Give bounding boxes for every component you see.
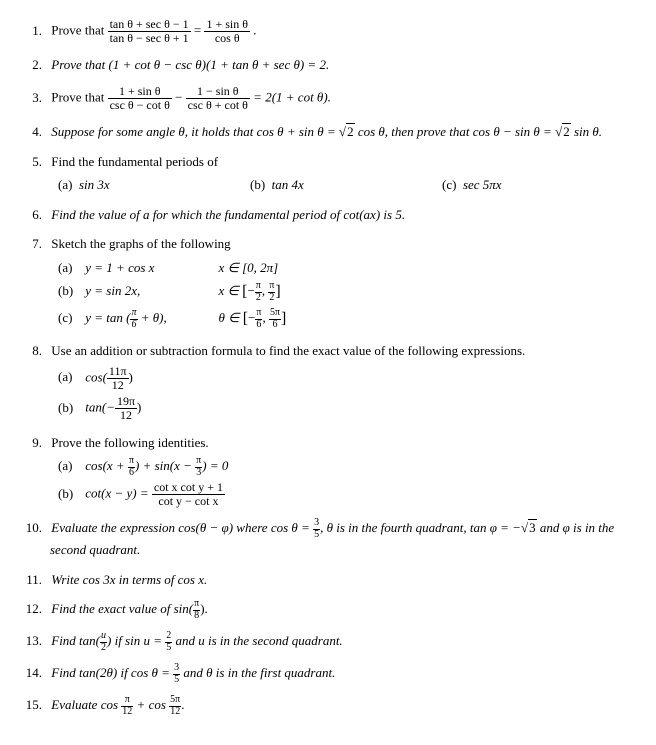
lead: Sketch the graphs of the following bbox=[51, 236, 230, 251]
minus: − bbox=[175, 90, 182, 105]
prefix: Prove that bbox=[51, 23, 104, 38]
num: 5. bbox=[22, 152, 42, 172]
frac2: 1 − sin θ csc θ + cot θ bbox=[186, 85, 250, 112]
num: 6. bbox=[22, 205, 42, 225]
rhs-frac: 1 + sin θ cos θ bbox=[204, 18, 250, 45]
problem-9: 9. Prove the following identities. (a) c… bbox=[22, 433, 634, 509]
prefix: Prove that bbox=[51, 90, 104, 105]
problem-1: 1. Prove that tan θ + sec θ − 1 tan θ − … bbox=[22, 18, 634, 45]
text: Write cos 3x in terms of cos x. bbox=[51, 572, 207, 587]
problem-4: 4. Suppose for some angle θ, it holds th… bbox=[22, 122, 634, 142]
problem-13: 13. Find tan(u2) if sin u = 25 and u is … bbox=[22, 631, 634, 653]
part-a: (a) y = 1 + cos x x ∈ [0, 2π] bbox=[58, 258, 634, 278]
problem-10: 10. Evaluate the expression cos(θ − φ) w… bbox=[22, 518, 634, 560]
line2: second quadrant. bbox=[50, 540, 634, 560]
problem-12: 12. Find the exact value of sin(π8). bbox=[22, 599, 634, 621]
arg1: π12 bbox=[121, 695, 133, 717]
hi: 5π6 bbox=[269, 308, 281, 330]
num: 11. bbox=[22, 570, 42, 590]
problem-3: 3. Prove that 1 + sin θ csc θ − cot θ − … bbox=[22, 85, 634, 112]
rhs-frac: cot x cot y + 1cot y − cot x bbox=[152, 481, 225, 508]
num: 7. bbox=[22, 234, 42, 254]
arg2: 5π12 bbox=[169, 695, 181, 717]
period: . bbox=[253, 23, 256, 38]
num: 3. bbox=[22, 88, 42, 108]
arg: 19π12 bbox=[115, 395, 137, 422]
problem-8: 8. Use an addition or subtraction formul… bbox=[22, 341, 634, 422]
part-b: (b) tan 4x bbox=[250, 175, 442, 195]
part-b: (b) cot(x − y) = cot x cot y + 1cot y − … bbox=[58, 481, 634, 508]
num: 13. bbox=[22, 631, 42, 651]
lead: Prove the following identities. bbox=[51, 435, 208, 450]
lead: Find the fundamental periods of bbox=[51, 154, 218, 169]
problem-14: 14. Find tan(2θ) if cos θ = 35 and θ is … bbox=[22, 663, 634, 685]
num: 10. bbox=[22, 518, 42, 538]
num: 8. bbox=[22, 341, 42, 361]
eq: = bbox=[194, 23, 201, 38]
part-b: (b) tan(−19π12) bbox=[58, 395, 634, 422]
lhs-frac: tan θ + sec θ − 1 tan θ − sec θ + 1 bbox=[108, 18, 191, 45]
part-b: (b) y = sin 2x, x ∈ [−π2, π2] bbox=[58, 280, 634, 304]
lo: π2 bbox=[255, 281, 262, 303]
part-a: (a) sin 3x bbox=[58, 175, 250, 195]
num: 4. bbox=[22, 122, 42, 142]
mid: cos θ, then prove that cos θ − sin θ = bbox=[355, 124, 556, 139]
half: u2 bbox=[100, 631, 107, 653]
arg: 11π12 bbox=[107, 365, 129, 392]
subparts: (a) sin 3x (b) tan 4x (c) sec 5πx bbox=[58, 175, 634, 195]
num: 12. bbox=[22, 599, 42, 619]
lead: Use an addition or subtraction formula t… bbox=[51, 343, 525, 358]
problem-15: 15. Evaluate cos π12 + cos 5π12. bbox=[22, 695, 634, 717]
lo: π6 bbox=[255, 308, 262, 330]
rhs: = 2(1 + cot θ). bbox=[253, 90, 331, 105]
pre: Suppose for some angle θ, it holds that … bbox=[51, 124, 339, 139]
part-a: (a) cos(11π12) bbox=[58, 365, 634, 392]
pi6: π6 bbox=[130, 308, 137, 330]
part-c: (c) sec 5πx bbox=[442, 175, 634, 195]
subparts: (a) cos(11π12) (b) tan(−19π12) bbox=[58, 365, 634, 423]
problem-6: 6. Find the value of a for which the fun… bbox=[22, 205, 634, 225]
problem-7: 7. Sketch the graphs of the following (a… bbox=[22, 234, 634, 331]
num: 1. bbox=[22, 21, 42, 41]
num: 15. bbox=[22, 695, 42, 715]
num: 9. bbox=[22, 433, 42, 453]
sqrt1: 2 bbox=[346, 123, 355, 139]
f1: π6 bbox=[128, 456, 135, 478]
part-a: (a) cos(x + π6) + sin(x − π3) = 0 bbox=[58, 456, 634, 478]
post: sin θ. bbox=[571, 124, 602, 139]
subparts: (a) y = 1 + cos x x ∈ [0, 2π] (b) y = si… bbox=[58, 258, 634, 332]
text: Prove that (1 + cot θ − csc θ)(1 + tan θ… bbox=[51, 57, 329, 72]
problem-5: 5. Find the fundamental periods of (a) s… bbox=[22, 152, 634, 195]
part-c: (c) y = tan (π6 + θ), θ ∈ [−π6, 5π6] bbox=[58, 307, 634, 331]
text: Find the value of a for which the fundam… bbox=[51, 207, 405, 222]
num: 2. bbox=[22, 55, 42, 75]
sqrt2: 2 bbox=[562, 123, 571, 139]
num: 14. bbox=[22, 663, 42, 683]
problem-11: 11. Write cos 3x in terms of cos x. bbox=[22, 570, 634, 590]
problem-2: 2. Prove that (1 + cot θ − csc θ)(1 + ta… bbox=[22, 55, 634, 75]
subparts: (a) cos(x + π6) + sin(x − π3) = 0 (b) co… bbox=[58, 456, 634, 508]
frac1: 1 + sin θ csc θ − cot θ bbox=[108, 85, 172, 112]
